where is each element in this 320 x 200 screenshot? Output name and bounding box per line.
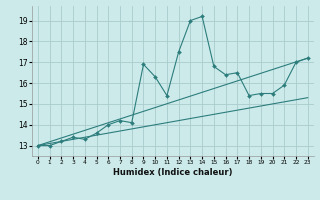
X-axis label: Humidex (Indice chaleur): Humidex (Indice chaleur) bbox=[113, 168, 233, 177]
